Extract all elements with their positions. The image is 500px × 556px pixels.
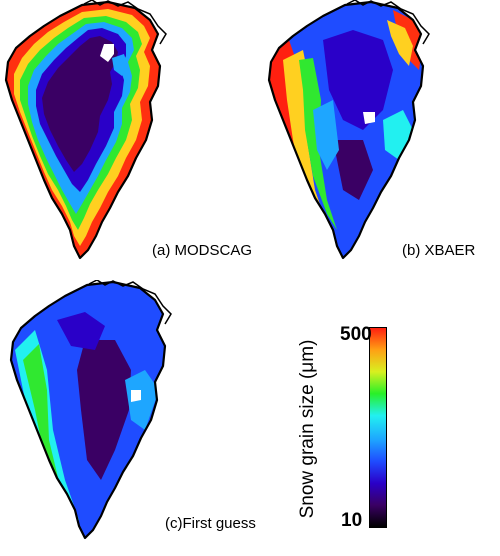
- colorbar-title-text: Snow grain size (μm): [297, 339, 318, 518]
- colorbar-max-label: 500: [340, 324, 372, 345]
- greenland-map-xbaer: [267, 0, 430, 260]
- greenland-map-modscag: [4, 0, 167, 260]
- colorbar: [369, 327, 387, 528]
- map-panel-firstguess: (c)First guess: [0, 280, 256, 542]
- panel-label-firstguess: (c)First guess: [165, 515, 256, 532]
- map-panel-modscag: (a) MODSCAG: [0, 0, 252, 270]
- panel-label-modscag: (a) MODSCAG: [152, 242, 253, 259]
- colorbar-min-label: 10: [341, 510, 363, 531]
- panel-label-xbaer: (b) XBAER: [402, 242, 476, 259]
- greenland-map-firstguess: [9, 280, 172, 540]
- map-panel-xbaer: (b) XBAER: [258, 0, 475, 270]
- colorbar-title: Snow grain size (μm): [288, 326, 328, 531]
